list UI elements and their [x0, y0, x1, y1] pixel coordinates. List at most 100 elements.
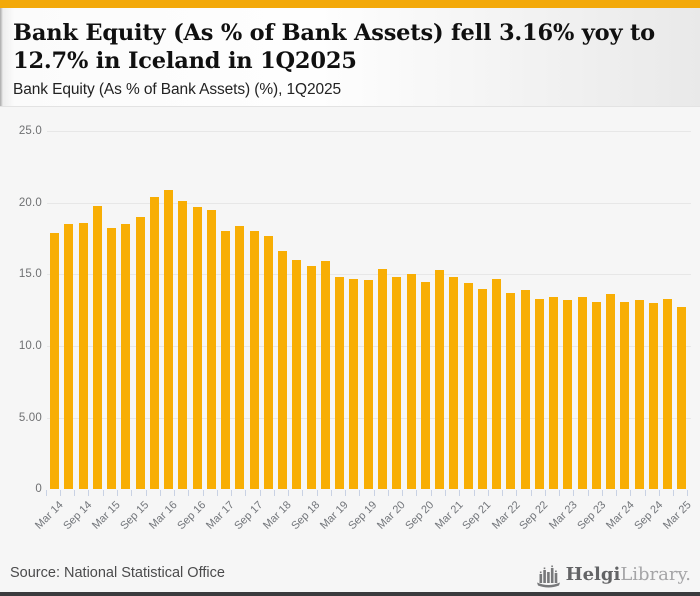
x-axis-tick	[188, 490, 190, 497]
x-axis-tick	[373, 490, 375, 497]
chart-bar	[335, 277, 345, 490]
x-axis-tick	[345, 490, 347, 497]
x-axis-tick	[117, 490, 118, 497]
chart-bar	[121, 224, 131, 490]
chart-bar	[663, 298, 673, 490]
x-axis-tick	[330, 490, 332, 497]
x-axis-tick	[259, 490, 261, 497]
x-axis-label: Mar 22	[489, 499, 523, 533]
chart-bar	[164, 189, 174, 490]
chart-bar	[634, 300, 644, 490]
x-axis-tick	[673, 490, 675, 497]
y-axis-label: 25.0	[18, 125, 42, 137]
chart-bar	[392, 277, 402, 490]
chart-plot-area: 25.0 20.0 15.0 10.0 5.00 0 Mar 14 Sep 14 Mar 15 S…	[0, 107, 700, 556]
chart-title: Bank Equity (As % of Bank Assets) fell 3…	[13, 20, 655, 74]
helgi-library-logo[interactable]: Helgi Library.	[536, 559, 691, 589]
x-axis-label: Sep 21	[460, 499, 494, 533]
chart-subtitle: Bank Equity (As % of Bank Assets) (%), 1…	[13, 81, 342, 98]
x-axis-tick	[359, 490, 361, 497]
x-axis-tick	[174, 490, 176, 497]
gridline	[47, 202, 691, 204]
x-axis-label: Sep 15	[118, 499, 152, 533]
x-axis-label: Sep 16	[175, 499, 209, 533]
x-axis-tick	[231, 490, 233, 497]
chart-bar	[206, 209, 216, 490]
x-axis-label: Mar 16	[147, 499, 181, 533]
chart-bar	[278, 251, 288, 490]
x-axis-tick	[102, 490, 104, 497]
chart-bar	[648, 303, 658, 490]
x-axis-tick	[487, 490, 489, 497]
chart-bar	[92, 205, 102, 490]
x-axis-tick	[74, 490, 76, 497]
chart-bar	[50, 232, 59, 490]
x-axis-label: Mar 20	[375, 499, 409, 533]
x-axis-tick	[616, 490, 618, 497]
x-axis-tick	[131, 490, 133, 497]
chart-bar	[520, 290, 530, 490]
chart-bar	[477, 288, 487, 490]
chart-bar	[235, 225, 245, 490]
x-axis-tick	[502, 490, 504, 497]
x-axis-tick	[45, 490, 47, 497]
chart-bar	[349, 278, 359, 490]
x-axis-tick	[59, 490, 61, 497]
x-axis-label: Sep 17	[232, 499, 266, 533]
chart-bar	[420, 281, 430, 490]
x-axis-label: Sep 23	[574, 499, 608, 533]
chart-bar	[534, 298, 544, 490]
x-axis-tick	[559, 490, 561, 497]
x-axis-label: Mar 15	[90, 499, 124, 533]
x-axis-tick	[302, 490, 304, 497]
y-axis-label: 5.00	[18, 411, 42, 424]
chart-bar	[135, 217, 145, 490]
x-axis-label: Mar 23	[546, 499, 580, 533]
chart-bar	[549, 297, 559, 490]
x-axis-label: Sep 19	[346, 499, 380, 533]
x-axis-tick	[273, 490, 275, 497]
bottom-border-bar	[0, 592, 700, 596]
x-axis-tick	[288, 490, 290, 497]
x-axis-tick	[544, 490, 546, 497]
chart-bar	[492, 278, 502, 490]
x-axis-tick	[601, 490, 603, 497]
x-axis-label: Mar 21	[432, 499, 466, 533]
chart-bar	[363, 280, 373, 490]
x-axis-tick	[159, 490, 161, 497]
chart-bar	[406, 274, 416, 490]
chart-header: Bank Equity (As % of Bank Assets) fell 3…	[0, 8, 700, 107]
chart-bar	[192, 206, 202, 490]
x-axis-tick	[530, 490, 532, 497]
x-axis-tick	[644, 490, 646, 497]
x-axis-tick	[216, 490, 218, 497]
chart-bar	[606, 294, 616, 490]
x-axis-label: Mar 19	[318, 499, 352, 533]
chart-bar	[249, 231, 259, 490]
x-axis-tick	[658, 490, 660, 497]
x-axis-tick	[459, 490, 461, 497]
chart-bar	[463, 282, 473, 490]
brand-name-primary: Helgi	[565, 563, 621, 585]
x-axis-tick	[245, 490, 247, 497]
x-axis-tick	[587, 490, 589, 497]
chart-bar	[320, 261, 330, 490]
chart-bar	[64, 224, 74, 490]
chart-bar	[263, 235, 273, 490]
y-axis-label: 10.0	[18, 340, 42, 353]
brand-name-secondary: Library.	[620, 563, 691, 585]
chart-bar	[677, 307, 687, 490]
chart-bar	[435, 270, 445, 490]
x-axis-label: Mar 25	[660, 499, 694, 533]
chart-bar	[178, 201, 188, 490]
x-axis-label: Mar 17	[204, 499, 238, 533]
accent-top-bar	[0, 0, 700, 8]
chart-bar	[377, 268, 387, 490]
chart-bar	[620, 301, 630, 490]
chart-bar	[221, 231, 231, 490]
x-axis-label: Mar 18	[261, 499, 295, 533]
x-axis-tick	[316, 490, 318, 497]
gridline	[47, 274, 691, 276]
gridline	[47, 131, 691, 132]
